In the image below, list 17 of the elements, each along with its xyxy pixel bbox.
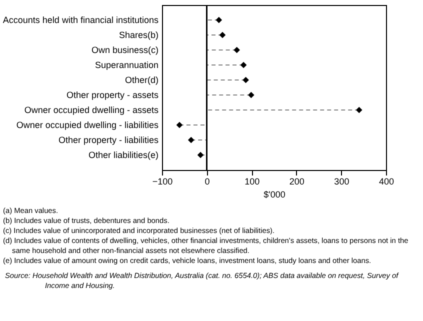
y-tick-label: Other property - liabilities bbox=[58, 135, 159, 145]
y-tick-label: Other property - assets bbox=[66, 90, 159, 100]
y-tick-label: Other liabilities(e) bbox=[88, 150, 158, 160]
y-tick-label: Owner occupied dwelling - liabilities bbox=[16, 120, 159, 130]
x-tick-label: 0 bbox=[204, 176, 210, 186]
y-tick-label: Other(d) bbox=[124, 75, 158, 85]
y-tick-label: Accounts held with financial institutions bbox=[2, 15, 159, 25]
y-tick-label: Owner occupied dwelling - assets bbox=[24, 105, 159, 115]
x-tick-label: −100 bbox=[152, 176, 173, 186]
x-tick-label: 200 bbox=[289, 176, 304, 186]
y-tick-label: Shares(b) bbox=[118, 30, 159, 40]
y-tick-label: Own business(c) bbox=[91, 45, 158, 55]
x-tick-label: 300 bbox=[334, 176, 350, 186]
y-tick-label: Superannuation bbox=[94, 60, 158, 70]
x-tick-label: 400 bbox=[378, 176, 394, 186]
x-tick-label: 100 bbox=[244, 176, 260, 186]
x-axis-title: $'000 bbox=[264, 190, 286, 200]
